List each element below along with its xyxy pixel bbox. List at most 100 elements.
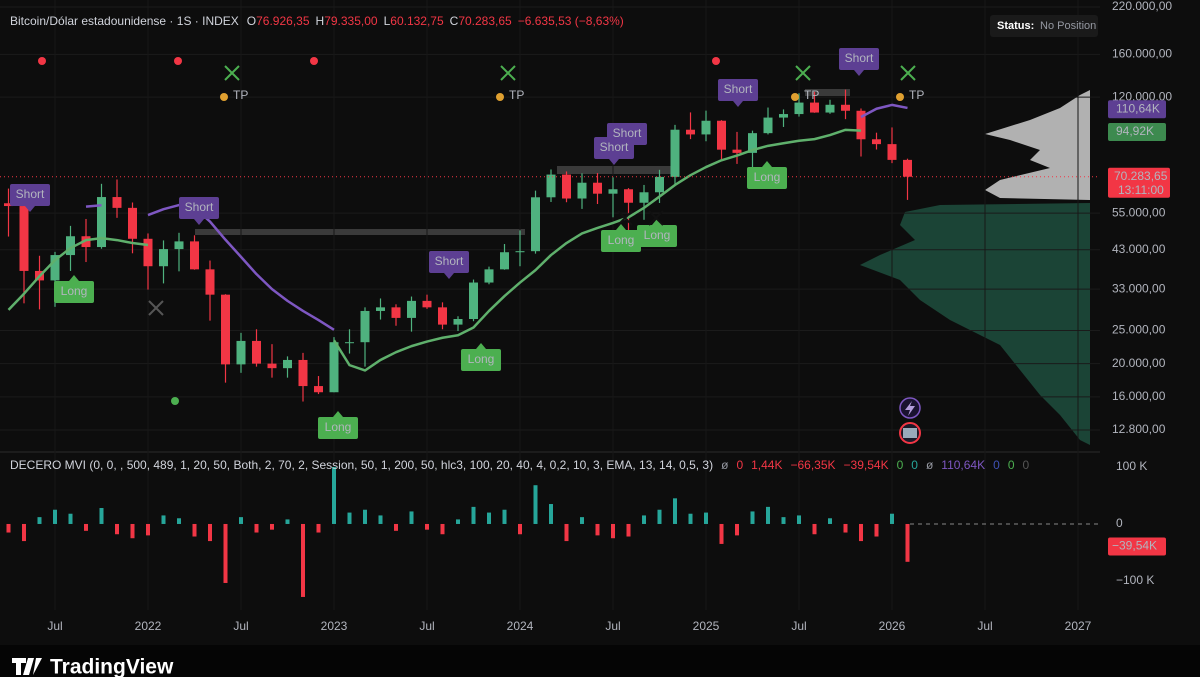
indicator-bar: [704, 512, 708, 524]
y-tick-label: 20.000,00: [1112, 356, 1166, 370]
candle-body: [825, 104, 835, 113]
candle-body: [763, 117, 773, 134]
indicator-bar: [84, 523, 88, 531]
indicator-bar: [301, 523, 305, 597]
last-price-label: 70.283,65: [1114, 169, 1168, 183]
y-tick-label: 160.000,00: [1112, 47, 1172, 61]
signal-pointer: [854, 70, 864, 76]
price-tag: [1108, 100, 1166, 119]
brand: TradingView: [50, 656, 174, 677]
signal-dot: [712, 57, 720, 65]
x-tick-label: Jul: [419, 619, 434, 633]
x-tick-label: Jul: [977, 619, 992, 633]
readout-value: −66,35K: [790, 458, 835, 472]
indicator-bar: [874, 523, 879, 537]
indicator-bar: [53, 509, 57, 524]
ohlc-key: O: [247, 14, 256, 28]
indicator-bar: [409, 511, 414, 524]
signal-box: [54, 281, 94, 303]
signal-pointer: [69, 275, 79, 281]
signal-label: Long: [644, 228, 671, 242]
candle-body: [670, 129, 680, 177]
signal-label: Short: [600, 140, 629, 154]
symbol: Bitcoin/Dólar estadounidense · 1S · INDE…: [10, 14, 239, 28]
y-tick-label: 43.000,00: [1112, 242, 1166, 256]
x-tick-label: 2027: [1065, 619, 1092, 633]
ohlc-key: L: [384, 14, 391, 28]
x-tick-label: 2026: [879, 619, 906, 633]
indicator-bar: [177, 518, 181, 524]
indicator-bar: [68, 513, 73, 524]
indicator-bar: [115, 523, 119, 535]
price-tag-label: 110,64K: [1116, 101, 1160, 115]
x-tick-label: 2024: [507, 619, 534, 633]
readout-value: 0: [1008, 458, 1015, 472]
readout-value: −39,54K: [844, 458, 889, 472]
readout-value: 0: [911, 458, 918, 472]
indicator-readout: ø 0 1,44K −66,35K −39,54K 0 0 ø 110,64K 0 0 0: [721, 458, 1029, 472]
candle-body: [841, 104, 850, 111]
indicator-tick-label: −100 K: [1116, 573, 1154, 587]
candle-body: [872, 139, 881, 145]
indicator-bar: [812, 523, 817, 535]
tp-label: TP: [804, 88, 819, 102]
signal-pointer: [25, 206, 35, 212]
tp-cross: [500, 65, 516, 81]
signal-label: Short: [845, 51, 874, 65]
signal-dot: [310, 57, 318, 65]
indicator-tag-label: −39,54K: [1112, 539, 1157, 553]
candle-body: [577, 182, 587, 199]
plot: [0, 89, 1100, 597]
indicator-bar: [564, 523, 569, 542]
header: Bitcoin/Dólar estadounidense · 1S · INDE…: [10, 14, 624, 28]
trend-line: [7, 128, 862, 372]
candle-body: [267, 363, 277, 369]
signal-box: [429, 251, 469, 273]
indicator-bar: [223, 523, 228, 583]
signal-box: [10, 184, 50, 206]
x-tick-label: 2025: [693, 619, 720, 633]
readout-value: 0: [736, 458, 743, 472]
volume-profile-lower: [860, 203, 1090, 445]
readout-value: 0: [897, 458, 904, 472]
candle-body: [97, 197, 106, 248]
signal-label: Long: [468, 352, 495, 366]
indicator-bar: [518, 523, 522, 535]
signal-dot: [38, 57, 46, 65]
candle-body: [391, 307, 401, 318]
indicator-bar: [487, 512, 491, 524]
readout-value: 0: [993, 458, 1000, 472]
indicator-bar: [192, 523, 197, 537]
tp-cross: [224, 65, 240, 81]
indicator-bar: [347, 512, 352, 524]
indicator-bar: [828, 518, 832, 524]
readout-value: ø: [721, 458, 729, 472]
signal-pointer: [733, 101, 743, 107]
candle-body: [159, 249, 168, 267]
candle-body: [236, 340, 246, 365]
signal-box: [594, 137, 634, 159]
candle-body: [593, 182, 602, 194]
candle-body: [329, 342, 339, 393]
candle-body: [856, 110, 866, 140]
signal-pointer: [652, 219, 662, 225]
tp-cross: [900, 65, 916, 81]
candle-body: [407, 300, 416, 318]
candle-body: [112, 197, 122, 208]
x-tick-label: Jul: [791, 619, 806, 633]
zone: [195, 229, 525, 235]
footer-bar: [0, 645, 1200, 677]
zone: [557, 166, 675, 174]
y-tick-label: 16.000,00: [1112, 389, 1166, 403]
indicator-tag: [1108, 537, 1166, 556]
indicator-bar: [22, 523, 26, 542]
indicator-bar: [890, 513, 894, 524]
tp-icon: [896, 93, 904, 101]
indicator-bar: [905, 523, 910, 562]
signal-pointer: [444, 273, 454, 279]
readout-value: 110,64K: [941, 458, 985, 472]
zone: [805, 89, 850, 96]
signal-label: Short: [613, 126, 642, 140]
cross-mark: [148, 300, 164, 316]
